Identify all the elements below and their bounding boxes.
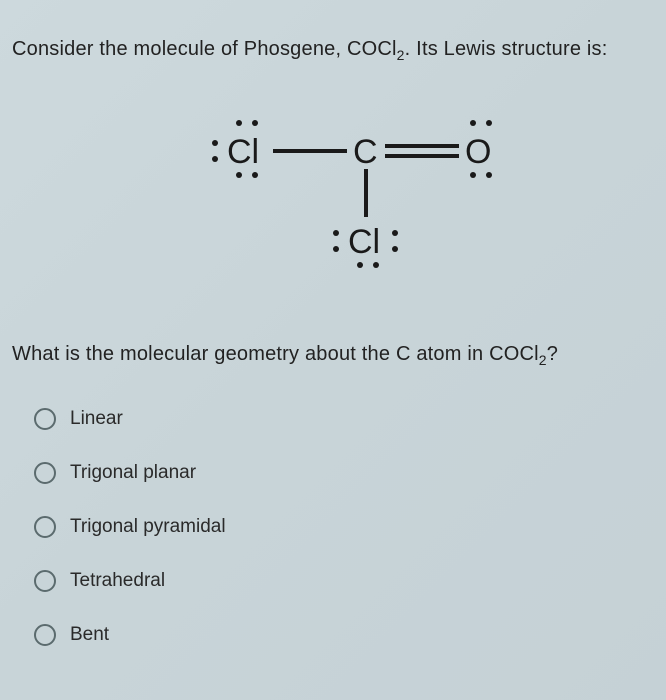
option-label: Trigonal pyramidal <box>70 516 226 538</box>
intro-sub: 2 <box>397 47 405 63</box>
radio-icon[interactable] <box>34 408 56 430</box>
geometry-sub: 2 <box>539 352 547 368</box>
option-linear[interactable]: Linear <box>34 408 654 430</box>
lewis-svg: Cl C O Cl <box>153 113 513 293</box>
c-center-atom: C <box>353 133 378 171</box>
option-label: Tetrahedral <box>70 570 165 592</box>
cl-left-atom: Cl <box>227 133 259 171</box>
intro-text-pre: Consider the molecule of Phosgene, COCl <box>12 38 397 60</box>
radio-icon[interactable] <box>34 570 56 592</box>
option-trigonal-planar[interactable]: Trigonal planar <box>34 462 654 484</box>
option-tetrahedral[interactable]: Tetrahedral <box>34 570 654 592</box>
o-right-atom: O <box>465 133 491 171</box>
option-label: Linear <box>70 408 123 430</box>
intro-text-post: . Its Lewis structure is: <box>405 38 608 60</box>
question-intro: Consider the molecule of Phosgene, COCl2… <box>12 38 654 63</box>
question-panel: Consider the molecule of Phosgene, COCl2… <box>0 0 666 698</box>
radio-icon[interactable] <box>34 462 56 484</box>
option-label: Bent <box>70 624 109 646</box>
lewis-structure-diagram: Cl C O Cl <box>12 113 654 293</box>
options-list: Linear Trigonal planar Trigonal pyramida… <box>12 408 654 646</box>
radio-icon[interactable] <box>34 516 56 538</box>
radio-icon[interactable] <box>34 624 56 646</box>
geometry-text-pre: What is the molecular geometry about the… <box>12 343 539 365</box>
option-trigonal-pyramidal[interactable]: Trigonal pyramidal <box>34 516 654 538</box>
geometry-question-text: What is the molecular geometry about the… <box>12 343 654 368</box>
option-bent[interactable]: Bent <box>34 624 654 646</box>
option-label: Trigonal planar <box>70 462 196 484</box>
geometry-text-post: ? <box>547 343 558 365</box>
cl-bottom-atom: Cl <box>348 223 380 261</box>
